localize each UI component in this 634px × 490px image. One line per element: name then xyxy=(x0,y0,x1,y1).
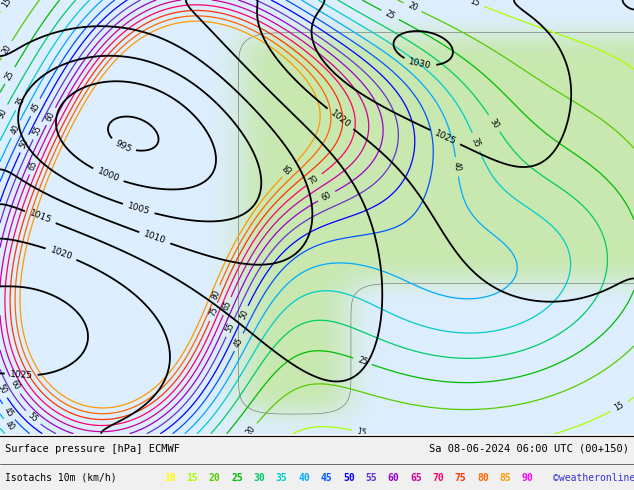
Text: Isotachs 10m (km/h): Isotachs 10m (km/h) xyxy=(5,472,117,483)
Text: 1015: 1015 xyxy=(28,209,53,225)
Text: 35: 35 xyxy=(470,136,482,148)
Text: 45: 45 xyxy=(2,405,15,418)
Text: 25: 25 xyxy=(356,355,368,367)
Text: 85: 85 xyxy=(500,472,511,483)
Text: 60: 60 xyxy=(320,190,333,202)
Text: 45: 45 xyxy=(233,336,245,349)
Text: 55: 55 xyxy=(31,124,44,137)
Text: 75: 75 xyxy=(207,306,219,318)
Text: 15: 15 xyxy=(469,0,481,9)
Text: 15: 15 xyxy=(356,427,367,438)
Text: 45: 45 xyxy=(29,101,42,114)
Text: 35: 35 xyxy=(14,95,27,108)
Text: 65: 65 xyxy=(27,159,39,171)
Text: 30: 30 xyxy=(0,107,9,120)
Text: 70: 70 xyxy=(307,173,321,186)
Text: 20: 20 xyxy=(244,424,257,438)
Text: 1025: 1025 xyxy=(10,370,33,380)
Text: 1030: 1030 xyxy=(408,57,432,71)
Text: 15: 15 xyxy=(0,0,13,10)
Text: 1025: 1025 xyxy=(433,128,458,146)
Text: 1010: 1010 xyxy=(143,230,167,246)
Text: 25: 25 xyxy=(231,472,243,483)
Text: 50: 50 xyxy=(343,472,354,483)
Text: 1005: 1005 xyxy=(126,201,151,217)
Text: 45: 45 xyxy=(321,472,332,483)
Text: 60: 60 xyxy=(8,379,21,392)
Text: 40: 40 xyxy=(298,472,310,483)
Text: 995: 995 xyxy=(113,139,133,154)
Text: 55: 55 xyxy=(27,411,40,424)
Text: 10: 10 xyxy=(164,472,176,483)
Text: Sa 08-06-2024 06:00 UTC (00+150): Sa 08-06-2024 06:00 UTC (00+150) xyxy=(429,444,629,454)
Text: 80: 80 xyxy=(210,288,222,300)
Text: 35: 35 xyxy=(276,472,288,483)
Text: 15: 15 xyxy=(186,472,198,483)
Text: 1000: 1000 xyxy=(96,167,120,184)
Text: 20: 20 xyxy=(1,43,13,56)
Text: 60: 60 xyxy=(387,472,399,483)
Text: 85: 85 xyxy=(283,163,295,176)
Text: 40: 40 xyxy=(4,420,17,433)
Text: 1020: 1020 xyxy=(328,108,353,129)
Text: 55: 55 xyxy=(224,321,236,334)
Text: 50: 50 xyxy=(0,383,8,395)
Text: 55: 55 xyxy=(365,472,377,483)
Text: 40: 40 xyxy=(10,122,22,135)
Text: 65: 65 xyxy=(221,300,233,312)
Text: 60: 60 xyxy=(44,110,57,122)
Text: 1020: 1020 xyxy=(49,245,74,262)
Text: 15: 15 xyxy=(612,400,626,413)
Text: 25: 25 xyxy=(4,69,16,82)
Text: 30: 30 xyxy=(488,117,501,130)
Text: 70: 70 xyxy=(432,472,444,483)
Text: 50: 50 xyxy=(18,137,30,150)
Text: 80: 80 xyxy=(477,472,489,483)
Text: ©weatheronline.co.uk: ©weatheronline.co.uk xyxy=(553,472,634,483)
Text: 30: 30 xyxy=(254,472,265,483)
Text: 50: 50 xyxy=(238,308,250,321)
Text: 75: 75 xyxy=(455,472,467,483)
Text: 20: 20 xyxy=(406,1,419,13)
Text: Surface pressure [hPa] ECMWF: Surface pressure [hPa] ECMWF xyxy=(5,444,180,454)
Text: 20: 20 xyxy=(209,472,221,483)
Text: 40: 40 xyxy=(452,161,462,172)
Text: 25: 25 xyxy=(384,9,396,21)
Text: 90: 90 xyxy=(522,472,534,483)
Text: 65: 65 xyxy=(410,472,422,483)
